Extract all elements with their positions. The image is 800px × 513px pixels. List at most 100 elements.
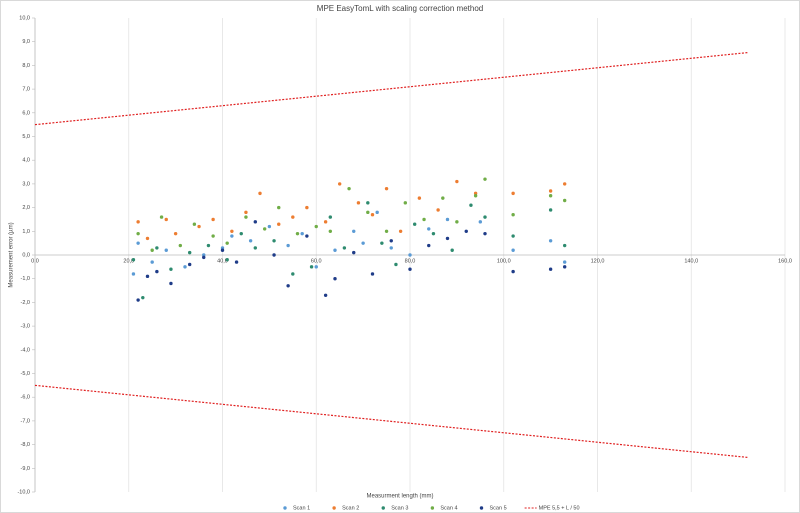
point <box>131 272 136 276</box>
point <box>548 267 553 271</box>
point <box>511 213 515 217</box>
point <box>286 243 290 248</box>
legend-swatch <box>381 506 385 510</box>
point <box>511 248 515 252</box>
point <box>473 191 478 196</box>
point <box>548 189 553 193</box>
point <box>239 231 243 236</box>
legend-swatch <box>430 506 435 510</box>
point <box>230 229 234 233</box>
y-tick-label: 8,0 <box>22 63 30 69</box>
y-tick-label: 2,0 <box>22 205 30 211</box>
point <box>398 229 403 233</box>
point <box>305 205 309 210</box>
limit-line <box>34 52 748 458</box>
point <box>455 220 459 224</box>
y-tick-label: 7,0 <box>22 87 30 93</box>
point <box>394 262 398 267</box>
legend-label: Scan 1 <box>293 505 310 511</box>
point <box>305 234 309 238</box>
point <box>548 239 553 243</box>
x-tick-label: 120,0 <box>591 258 605 264</box>
point <box>562 265 567 269</box>
point <box>562 260 567 264</box>
legend-label: MPE 5,5 + L / 50 <box>539 505 580 511</box>
y-tick-label: -1,0 <box>21 276 30 282</box>
x-tick-label: 140,0 <box>684 258 698 264</box>
point <box>202 253 206 257</box>
point <box>384 186 389 191</box>
legend-label: Scan 2 <box>342 505 359 511</box>
point <box>408 267 412 271</box>
x-tick-label: 160,0 <box>778 258 792 264</box>
point <box>150 248 154 252</box>
point <box>300 231 304 236</box>
point <box>291 215 295 219</box>
point <box>164 217 168 222</box>
point <box>220 246 225 250</box>
point <box>178 243 183 248</box>
point <box>314 265 318 269</box>
y-tick-label: 1,0 <box>22 229 30 235</box>
point <box>361 241 365 245</box>
point <box>173 231 178 236</box>
point <box>211 217 215 222</box>
point <box>258 191 262 196</box>
point <box>286 284 290 288</box>
point <box>366 210 370 215</box>
point <box>262 227 267 231</box>
y-tick-label: 10,0 <box>19 15 30 21</box>
point <box>323 220 328 224</box>
point <box>370 213 375 217</box>
y-tick-label: -2,0 <box>21 300 30 306</box>
point <box>244 215 248 219</box>
chart-title: MPE EasyTomL with scaling correction met… <box>317 4 483 13</box>
y-tick-label: -7,0 <box>21 418 30 424</box>
point <box>267 224 272 229</box>
y-tick-label: -9,0 <box>21 466 30 472</box>
point <box>187 250 192 255</box>
point <box>445 217 450 222</box>
y-axis-label: Measurement error (µm) <box>9 222 15 287</box>
y-tick-label: -4,0 <box>21 347 30 353</box>
point <box>295 231 300 236</box>
point <box>141 295 145 300</box>
point <box>145 236 150 241</box>
x-tick-label: 40,0 <box>217 258 228 264</box>
y-tick-label: -5,0 <box>21 371 30 377</box>
y-tick-label: -3,0 <box>21 324 30 330</box>
point <box>483 177 487 181</box>
point <box>436 208 440 212</box>
point <box>277 205 281 210</box>
point <box>389 239 393 243</box>
point <box>309 265 314 269</box>
point <box>225 241 229 245</box>
x-tick-label: 20,0 <box>123 258 134 264</box>
point <box>562 198 567 203</box>
x-tick-label: 80,0 <box>405 258 416 264</box>
legend-swatch <box>332 506 336 510</box>
point <box>356 201 361 205</box>
legend-swatch <box>283 506 287 510</box>
point <box>291 272 295 276</box>
point <box>445 236 450 241</box>
point <box>333 248 337 252</box>
point <box>417 196 422 200</box>
y-tick-label: 3,0 <box>22 181 30 187</box>
point <box>183 265 187 269</box>
x-tick-label: 100,0 <box>497 258 511 264</box>
point <box>548 208 553 212</box>
point <box>187 262 192 267</box>
point <box>131 258 136 262</box>
point <box>483 215 487 219</box>
point <box>483 231 487 236</box>
point <box>412 222 417 226</box>
point <box>164 248 168 252</box>
point <box>366 201 370 205</box>
point <box>314 224 318 229</box>
legend-label: Scan 4 <box>440 505 457 511</box>
point <box>431 231 436 236</box>
point <box>408 253 412 257</box>
